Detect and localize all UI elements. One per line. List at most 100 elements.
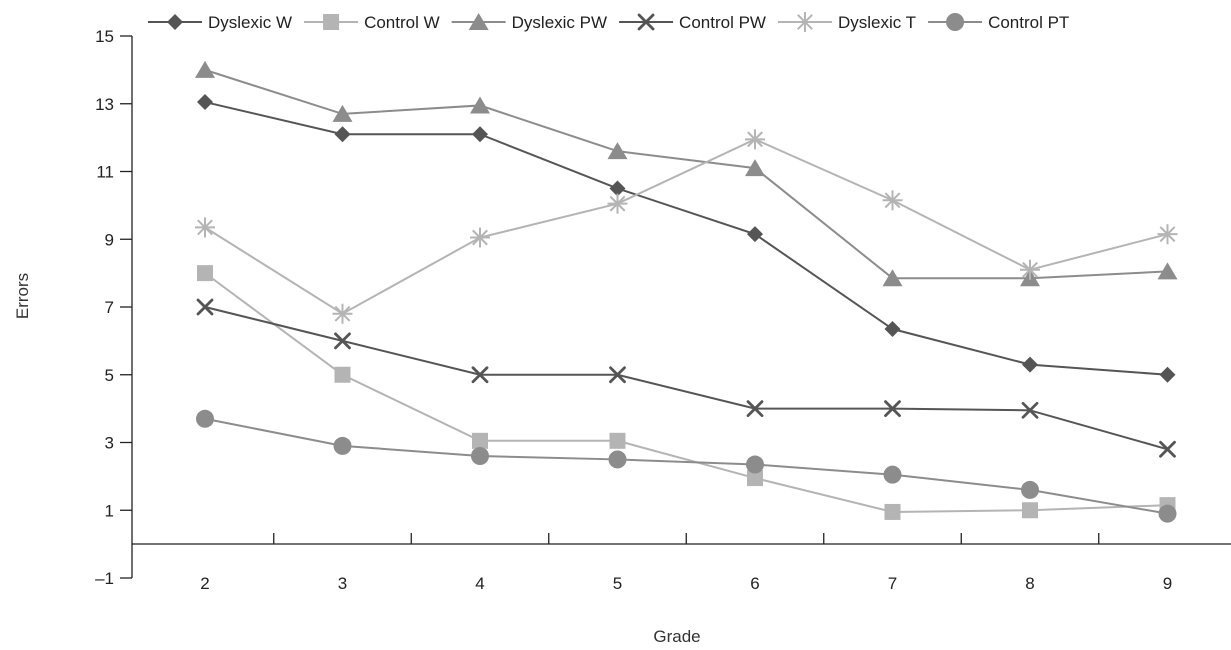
data-point: [334, 366, 351, 383]
legend: Dyslexic W Control W Dyslexic PW Control PW…: [148, 12, 1069, 32]
data-point: [882, 190, 903, 211]
x-axis-label: Grade: [653, 627, 700, 646]
y-tick-label: 1: [105, 501, 114, 520]
data-point: [332, 104, 353, 122]
data-point: [471, 447, 489, 466]
data-point: [196, 409, 214, 428]
legend-label: Control PT: [988, 13, 1069, 32]
legend-item: Dyslexic PW: [451, 13, 607, 32]
data-point: [746, 455, 764, 474]
data-point: [884, 400, 901, 418]
data-point: [746, 400, 764, 418]
series-dyslexic-pw: [195, 60, 1178, 287]
legend-item: Control PW: [619, 13, 766, 32]
data-point: [333, 436, 352, 455]
series-line: [204, 306, 1168, 451]
y-axis-label: Errors: [13, 273, 32, 319]
data-point: [472, 432, 488, 449]
series-line: [204, 68, 1168, 280]
data-point: [884, 503, 901, 520]
y-tick-label: 11: [96, 163, 114, 182]
data-point: [470, 227, 490, 248]
data-point: [334, 332, 351, 350]
x-tick-label: 5: [613, 574, 622, 593]
y-tick-label: 7: [105, 298, 114, 317]
x-tick-label: 3: [338, 574, 347, 593]
data-point: [1021, 480, 1039, 499]
data-point: [334, 126, 351, 143]
series-line: [204, 101, 1168, 376]
legend-item: Dyslexic T: [777, 12, 916, 32]
legend-label: Control W: [364, 13, 440, 32]
data-point: [1159, 366, 1176, 383]
data-point: [1022, 356, 1038, 373]
data-point: [196, 298, 214, 316]
y-tick-label: 15: [95, 27, 114, 46]
legend-item: Control W: [304, 13, 440, 32]
legend-marker: [637, 13, 655, 31]
data-point: [471, 366, 489, 384]
series-line: [204, 417, 1168, 515]
data-point: [197, 265, 213, 282]
data-point: [1021, 401, 1039, 419]
data-point: [1020, 259, 1040, 280]
legend-marker: [946, 13, 965, 31]
data-point: [1157, 224, 1178, 245]
series-line: [204, 272, 1168, 513]
data-point: [609, 432, 626, 449]
data-point: [609, 180, 626, 197]
y-tick-label: 3: [105, 434, 114, 453]
data-point: [745, 129, 765, 150]
x-tick-label: 9: [1163, 574, 1172, 593]
legend-item: Dyslexic W: [148, 13, 292, 32]
x-tick-label: 7: [888, 574, 897, 593]
x-tick-label: 8: [1025, 574, 1034, 593]
data-point: [195, 60, 215, 78]
data-point: [882, 269, 903, 287]
data-point: [609, 366, 626, 384]
data-point: [197, 94, 213, 111]
data-point: [1158, 504, 1177, 523]
series-line: [204, 138, 1168, 315]
data-point: [332, 303, 353, 324]
legend-marker: [323, 14, 340, 30]
data-point: [883, 465, 902, 484]
series-control-pt: [196, 409, 1177, 523]
series-control-pw: [196, 298, 1176, 458]
data-point: [607, 142, 628, 160]
legend-item: Control PT: [928, 13, 1069, 32]
data-point: [607, 193, 628, 214]
data-point: [745, 159, 765, 177]
data-point: [1157, 262, 1178, 280]
series-dyslexic-t: [195, 129, 1178, 324]
data-point: [884, 321, 901, 338]
data-point: [608, 450, 627, 469]
y-tick-label: 5: [105, 366, 114, 385]
data-point: [470, 96, 490, 114]
legend-label: Dyslexic W: [208, 13, 292, 32]
series-dyslexic-w: [197, 94, 1176, 383]
legend-label: Dyslexic T: [838, 13, 916, 32]
legend-marker: [468, 13, 489, 30]
x-tick-label: 4: [475, 574, 484, 593]
legend-marker: [167, 14, 183, 30]
data-point: [1159, 440, 1176, 458]
legend-label: Dyslexic PW: [512, 13, 607, 32]
data-point: [1022, 502, 1038, 519]
x-tick-label: 2: [200, 574, 209, 593]
y-tick-label: 9: [105, 230, 114, 249]
legend-marker: [794, 12, 815, 32]
x-tick-label: 6: [750, 574, 759, 593]
series-layer: [195, 60, 1178, 523]
data-point: [195, 217, 215, 238]
data-point: [747, 470, 763, 487]
y-tick-label: 13: [95, 95, 114, 114]
series-control-w: [197, 265, 1176, 520]
y-tick-label: –1: [95, 569, 114, 588]
data-point: [747, 226, 763, 243]
legend-label: Control PW: [679, 13, 766, 32]
data-point: [472, 126, 488, 143]
